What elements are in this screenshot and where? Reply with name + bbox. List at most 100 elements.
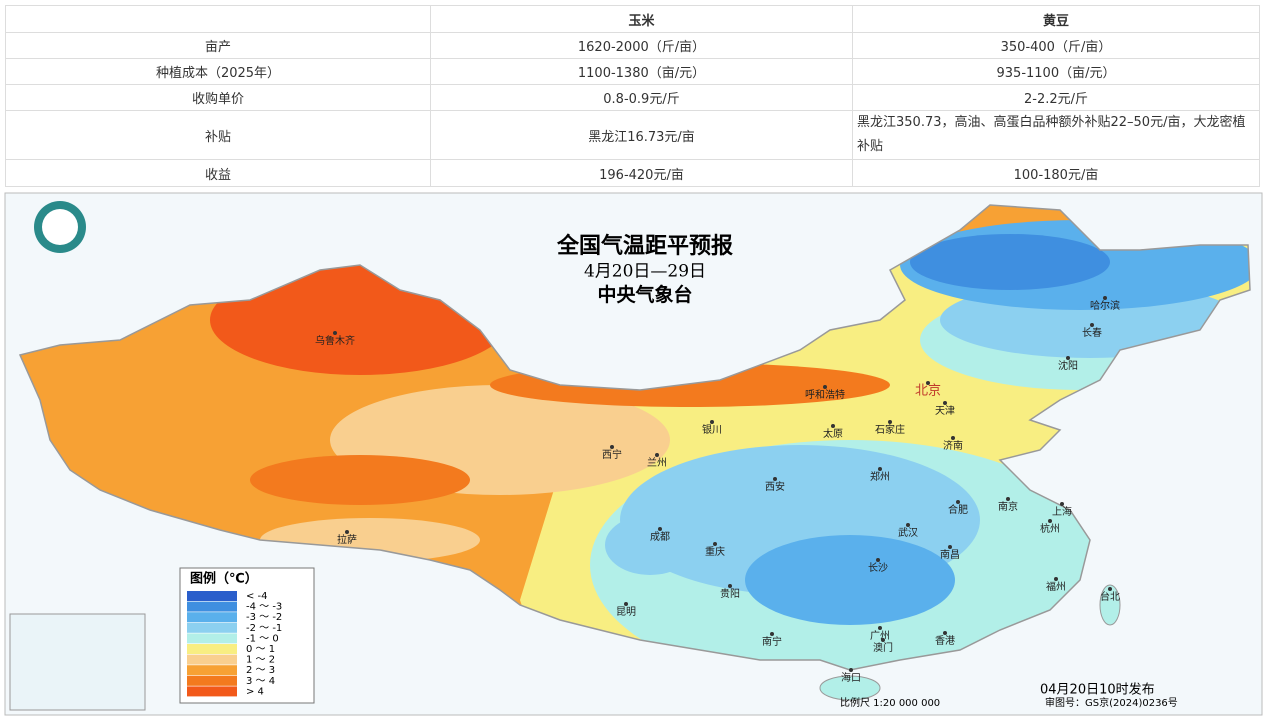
table-cell: 种植成本（2025年） xyxy=(5,58,431,85)
city-label: 南宁 xyxy=(762,635,782,648)
city-dot xyxy=(876,558,880,562)
city-dot xyxy=(948,545,952,549)
table-row: 种植成本（2025年） 1100-1380（亩/元） 935-1100（亩/元） xyxy=(5,58,1260,85)
legend-title: 图例（℃） xyxy=(190,571,258,587)
legend-swatch xyxy=(187,675,237,686)
table-cell: 收购单价 xyxy=(5,84,431,111)
city-label: 天津 xyxy=(935,405,955,417)
table-cell: 196-420元/亩 xyxy=(430,159,853,187)
city-dot xyxy=(1048,519,1052,523)
map-title: 全国气温距平预报 xyxy=(556,233,733,259)
legend-swatch xyxy=(187,633,237,644)
city-dot xyxy=(713,542,717,546)
city-label: 杭州 xyxy=(1040,522,1060,535)
city-label: 海口 xyxy=(841,671,861,684)
city-dot xyxy=(1060,502,1064,506)
city-dot xyxy=(773,477,777,481)
city-label: 武汉 xyxy=(898,526,918,539)
city-dot xyxy=(831,424,835,428)
zone xyxy=(250,455,470,505)
city-label: 福州 xyxy=(1046,580,1066,593)
city-dot xyxy=(655,453,659,457)
city-dot xyxy=(1090,323,1094,327)
issued: 04月20日10时发布 xyxy=(1040,682,1155,698)
city-dot xyxy=(710,420,714,424)
city-dot xyxy=(823,385,827,389)
island xyxy=(1099,584,1121,626)
city-label: 南昌 xyxy=(940,548,960,561)
city-dot xyxy=(345,530,349,534)
legend-swatch xyxy=(187,612,237,623)
city-dot xyxy=(849,668,853,672)
table-row: 收购单价 0.8-0.9元/斤 2-2.2元/斤 xyxy=(5,84,1260,111)
legend-label: > 4 xyxy=(246,686,264,697)
table-cell: 100-180元/亩 xyxy=(852,159,1260,187)
city-label: 长春 xyxy=(1082,327,1102,339)
city-dot xyxy=(728,584,732,588)
city-dot xyxy=(926,381,930,385)
city-label: 昆明 xyxy=(616,606,636,618)
city-label: 哈尔滨 xyxy=(1090,299,1120,312)
legend-label: -1 ～ 0 xyxy=(246,633,279,644)
city-dot xyxy=(906,523,910,527)
legend-label: 0 ～ 1 xyxy=(246,644,275,655)
table-cell: 935-1100（亩/元） xyxy=(852,58,1260,85)
city-dot xyxy=(951,436,955,440)
city-label: 郑州 xyxy=(870,470,890,483)
city-dot xyxy=(770,632,774,636)
city-dot xyxy=(333,331,337,335)
city-label: 广州 xyxy=(870,630,890,642)
table-cell: 黑龙江350.73，高油、高蛋白品种额外补贴22–50元/亩，大龙密植补贴 xyxy=(852,110,1260,160)
table-row: 收益 196-420元/亩 100-180元/亩 xyxy=(5,159,1260,187)
legend-label: -2 ～ -1 xyxy=(246,623,282,634)
scale: 比例尺 1:20 000 000 xyxy=(840,696,940,709)
city-dot xyxy=(943,401,947,405)
city-label: 澳门 xyxy=(873,641,893,654)
island xyxy=(819,675,881,701)
city-label: 贵阳 xyxy=(720,587,740,600)
legend-swatch xyxy=(187,622,237,633)
city-dot xyxy=(1066,356,1070,360)
city-label: 南京 xyxy=(998,500,1018,513)
table-row: 补贴 黑龙江16.73元/亩 黑龙江350.73，高油、高蛋白品种额外补贴22–50… xyxy=(5,110,1260,160)
table-row: 亩产 1620-2000（斤/亩） 350-400（斤/亩） xyxy=(5,32,1260,59)
city-dot xyxy=(610,445,614,449)
city-dot xyxy=(658,527,662,531)
table-cell: 收益 xyxy=(5,159,431,187)
legend-label: < -4 xyxy=(246,591,268,602)
logo xyxy=(42,209,78,245)
city-label: 成都 xyxy=(650,531,670,543)
legend-label: 2 ～ 3 xyxy=(246,665,275,676)
map-subtitle: 4月20日—29日 xyxy=(584,262,706,282)
zone xyxy=(745,535,955,625)
table-cell: 黑龙江16.73元/亩 xyxy=(430,110,853,160)
city-label: 太原 xyxy=(823,427,843,440)
zone xyxy=(605,515,695,575)
legend-swatch xyxy=(187,654,237,665)
city-label: 兰州 xyxy=(647,456,667,469)
city-label: 上海 xyxy=(1052,505,1072,518)
city-dot xyxy=(943,631,947,635)
legend-label: 1 ～ 2 xyxy=(246,655,275,666)
table-cell: 350-400（斤/亩） xyxy=(852,32,1260,59)
city-dot xyxy=(1006,497,1010,501)
city-label: 拉萨 xyxy=(337,533,357,546)
city-label: 台北 xyxy=(1100,590,1120,603)
legend-swatch xyxy=(187,665,237,676)
city-dot xyxy=(1103,296,1107,300)
city-dot xyxy=(956,500,960,504)
city-label: 乌鲁木齐 xyxy=(315,334,355,347)
city-label: 长沙 xyxy=(868,562,888,574)
city-label: 西宁 xyxy=(602,448,622,461)
legend-swatch xyxy=(187,644,237,654)
table-cell: 2-2.2元/斤 xyxy=(852,84,1260,111)
inset-map xyxy=(9,613,146,711)
comparison-table: 玉米 黄豆 亩产 1620-2000（斤/亩） 350-400（斤/亩） 种植成本（2… xyxy=(5,5,1260,187)
city-label: 香港 xyxy=(935,635,955,647)
city-label: 沈阳 xyxy=(1058,359,1078,372)
city-label: 济南 xyxy=(943,439,963,452)
city-dot xyxy=(881,638,885,642)
legend-swatch xyxy=(187,686,237,697)
